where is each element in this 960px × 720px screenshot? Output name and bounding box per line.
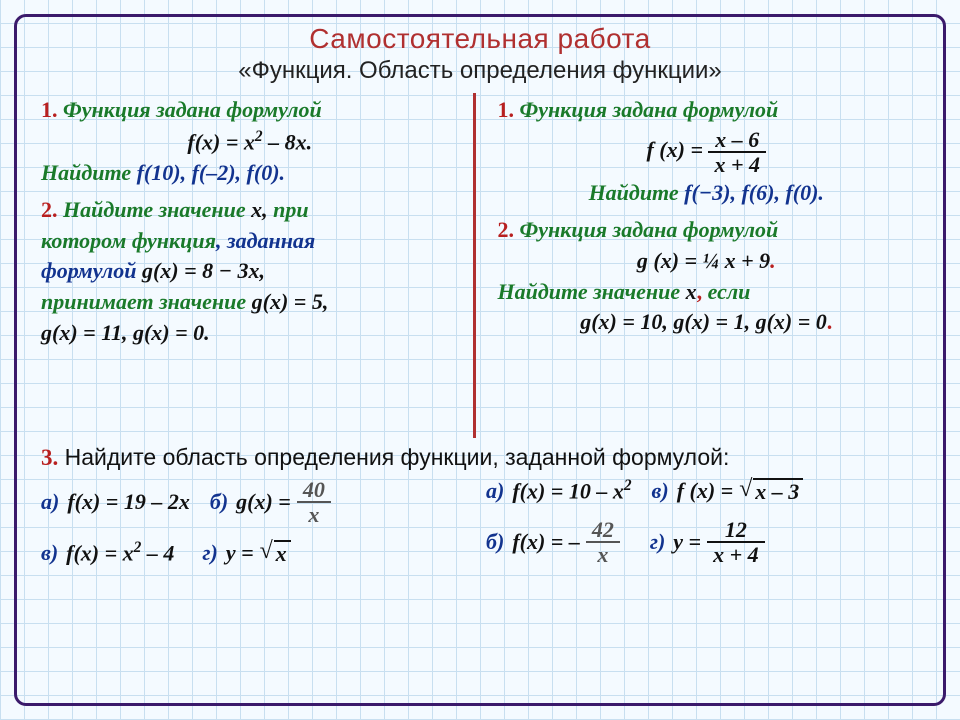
opt-L-a: а) f(x) = 19 – 2x	[41, 490, 190, 514]
right-q1-find: Найдите f(−3), f(6), f(0).	[498, 180, 916, 207]
right-q1-formula: f (x) = x – 6x + 4	[498, 128, 916, 176]
page-subtitle: «Функция. Область определения функции»	[35, 57, 925, 85]
left-q1-formula: f(x) = x2 – 8x.	[41, 128, 459, 156]
right-q2-line1: 2. Функция задана формулой	[498, 217, 916, 244]
right-q2-formula: g (x) = ¼ x + 9.	[498, 248, 916, 275]
opt-R-a: а) f(x) = 10 – x2	[486, 478, 632, 504]
left-q2-line4: принимает значение g(x) = 5,	[41, 289, 459, 316]
opt-L-g: г) y = x	[202, 540, 290, 566]
opt-L-v: в) f(x) = x2 – 4	[41, 540, 174, 566]
right-q1-line1: 1. Функция задана формулой	[498, 97, 916, 124]
left-q1-line1: 1. Функция задана формулой	[41, 97, 459, 124]
left-q1-find: Найдите f(10), f(–2), f(0).	[41, 160, 459, 187]
left-q2-line2: котором функция, заданная	[41, 228, 459, 255]
left-q2-line1: 2. Найдите значение x, при	[41, 197, 459, 224]
two-columns: 1. Функция задана формулой f(x) = x2 – 8…	[35, 93, 925, 438]
opt-L-b: б) g(x) = 40x	[210, 478, 331, 526]
opt-R-v: в) f (x) =x – 3	[652, 478, 804, 504]
worksheet-frame: Самостоятельная работа «Функция. Область…	[14, 14, 946, 706]
options-left: а) f(x) = 19 – 2x б) g(x) = 40x в) f(x) …	[35, 474, 480, 570]
q3-text: 3. Найдите область определения функции, …	[41, 444, 919, 472]
options-row: а) f(x) = 19 – 2x б) g(x) = 40x в) f(x) …	[35, 474, 925, 570]
left-q2-line5: g(x) = 11, g(x) = 0.	[41, 320, 459, 347]
opt-R-b: б) f(x) = – 42x	[486, 518, 620, 566]
right-column: 1. Функция задана формулой f (x) = x – 6…	[480, 93, 926, 438]
opt-R-g: г) y = 12x + 4	[650, 518, 765, 566]
right-q2-find: Найдите значение x, если	[498, 279, 916, 306]
left-q2-line3: формулой g(x) = 8 − 3x,	[41, 258, 459, 285]
q1-number: 1.	[41, 97, 58, 122]
left-column: 1. Функция задана формулой f(x) = x2 – 8…	[35, 93, 469, 438]
right-q2-values: g(x) = 10, g(x) = 1, g(x) = 0.	[498, 309, 916, 336]
column-divider	[473, 93, 476, 438]
page-title: Самостоятельная работа	[35, 23, 925, 55]
options-right: а) f(x) = 10 – x2 в) f (x) =x – 3 б) f(x…	[480, 474, 925, 570]
